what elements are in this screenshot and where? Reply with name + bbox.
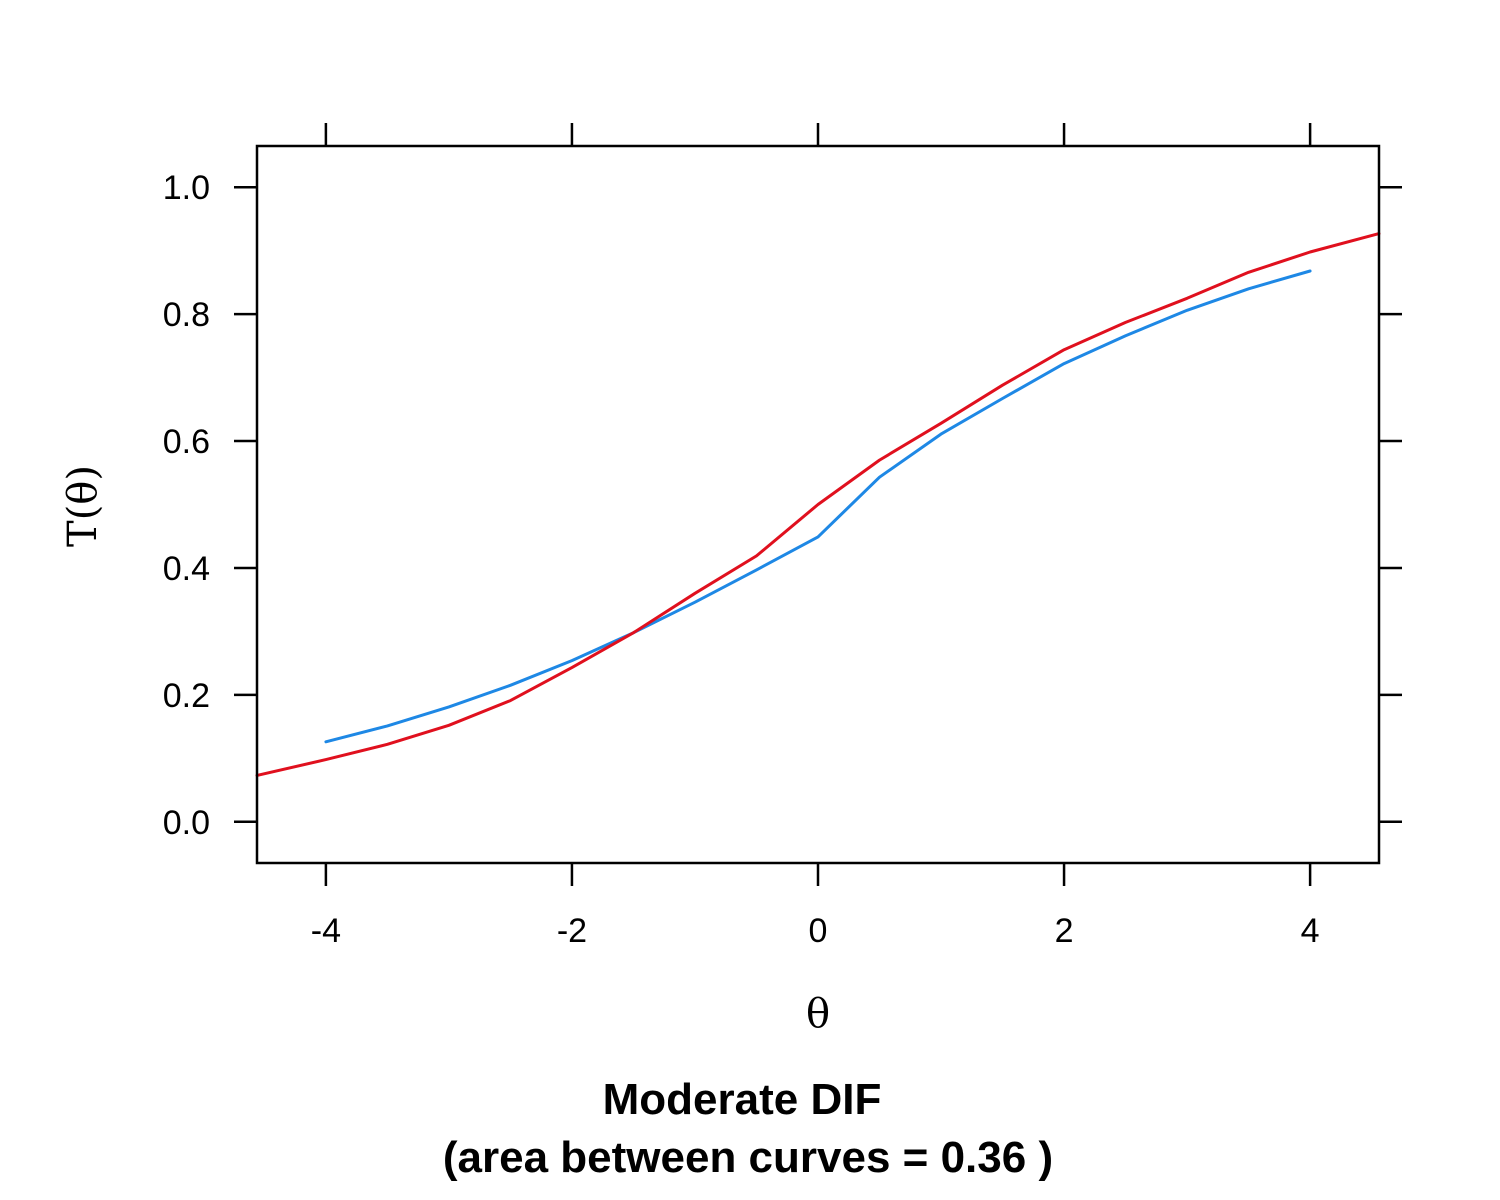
y-axis-title: T(θ) — [60, 465, 106, 547]
ticks-layer — [234, 123, 1402, 886]
plot-frame — [255, 144, 1381, 865]
labels-layer: -4 -2 0 2 4 0.0 0.2 0.4 0.6 0.8 1.0 — [163, 169, 1320, 950]
y-tick-label-5: 1.0 — [163, 169, 210, 207]
y-tick-label-3: 0.6 — [163, 423, 210, 461]
y-tick-label-0: 0.0 — [163, 804, 210, 842]
x-axis-title: θ — [806, 991, 830, 1037]
x-tick-label-4: 4 — [1301, 912, 1320, 950]
y-tick-label-1: 0.2 — [163, 677, 210, 715]
series-line-1 — [255, 232, 1381, 777]
x-tick-label-3: 2 — [1055, 912, 1074, 950]
caption-line-1: Moderate DIF — [603, 1075, 882, 1124]
caption-line-2: (area between curves = 0.36 ) — [443, 1133, 1053, 1182]
series-layer — [255, 232, 1381, 777]
x-tick-label-0: -4 — [311, 912, 341, 950]
y-tick-label-2: 0.4 — [163, 550, 210, 588]
y-tick-label-4: 0.8 — [163, 296, 210, 334]
x-tick-label-1: -2 — [557, 912, 587, 950]
series-line-0 — [324, 269, 1312, 744]
x-tick-label-2: 0 — [809, 912, 828, 950]
